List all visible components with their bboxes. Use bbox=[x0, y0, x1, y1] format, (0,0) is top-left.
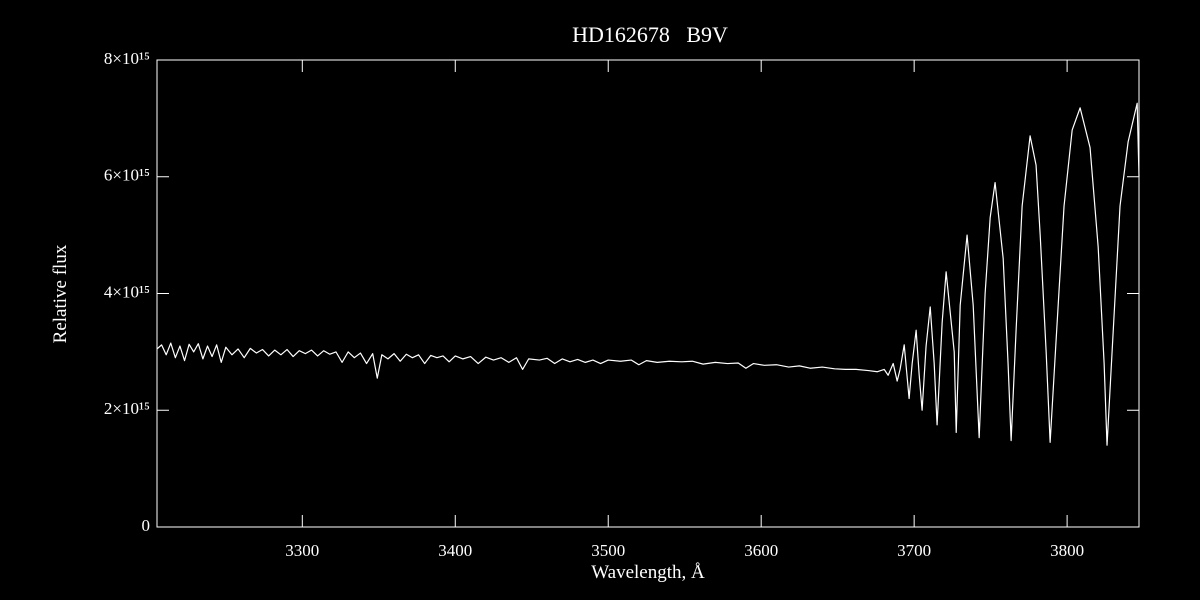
y-tick-label: 4×10¹⁵ bbox=[104, 282, 150, 301]
x-tick-label: 3600 bbox=[744, 541, 778, 560]
x-tick-label: 3400 bbox=[438, 541, 472, 560]
x-tick-label: 3800 bbox=[1050, 541, 1084, 560]
x-tick-label: 3700 bbox=[897, 541, 931, 560]
y-tick-label: 6×10¹⁵ bbox=[104, 166, 150, 185]
x-tick-label: 3300 bbox=[285, 541, 319, 560]
x-tick-label: 3500 bbox=[591, 541, 625, 560]
y-tick-label: 0 bbox=[142, 516, 151, 535]
x-axis-label: Wavelength, Å bbox=[591, 562, 705, 583]
y-tick-label: 8×10¹⁵ bbox=[104, 49, 150, 68]
spectrum-line bbox=[156, 102, 1140, 446]
chart-title: HD162678 B9V bbox=[572, 22, 728, 47]
y-axis-label: Relative flux bbox=[50, 244, 71, 343]
y-tick-label: 2×10¹⁵ bbox=[104, 399, 150, 418]
